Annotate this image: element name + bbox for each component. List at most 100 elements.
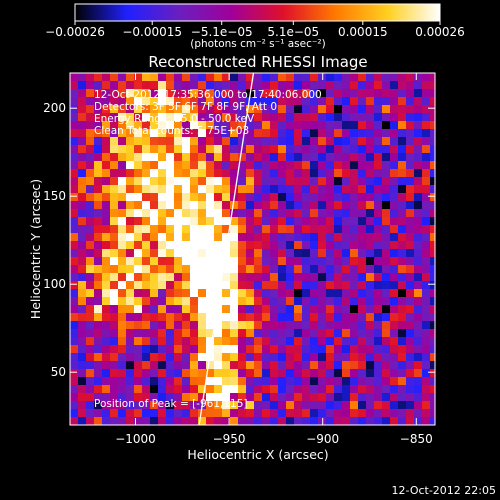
heatmap-cell bbox=[318, 97, 327, 106]
heatmap-cell bbox=[78, 273, 87, 282]
heatmap-cell bbox=[110, 321, 119, 330]
heatmap-cell bbox=[78, 329, 87, 338]
heatmap-cell bbox=[406, 81, 415, 90]
heatmap-cell bbox=[246, 337, 255, 346]
heatmap-cell bbox=[150, 201, 159, 210]
heatmap-cell bbox=[110, 329, 119, 338]
heatmap-cell bbox=[254, 305, 263, 314]
heatmap-cell bbox=[94, 241, 103, 250]
heatmap-cell bbox=[86, 233, 95, 242]
heatmap-cell bbox=[318, 257, 327, 266]
heatmap-cell bbox=[206, 401, 215, 410]
heatmap-cell bbox=[110, 153, 119, 162]
heatmap-cell bbox=[302, 353, 311, 362]
heatmap-cell bbox=[286, 297, 295, 306]
heatmap-cell bbox=[174, 233, 183, 242]
heatmap-cell bbox=[286, 337, 295, 346]
heatmap-cell bbox=[230, 145, 239, 154]
heatmap-cell bbox=[206, 89, 215, 98]
heatmap-cell bbox=[110, 177, 119, 186]
heatmap-cell bbox=[326, 113, 335, 122]
heatmap-cell bbox=[102, 185, 111, 194]
heatmap-cell bbox=[342, 337, 351, 346]
heatmap-cell bbox=[86, 385, 95, 394]
heatmap-cell bbox=[246, 233, 255, 242]
heatmap-cell bbox=[342, 401, 351, 410]
heatmap-cell bbox=[142, 81, 151, 90]
heatmap-cell bbox=[102, 177, 111, 186]
heatmap-cell bbox=[430, 113, 435, 122]
heatmap-cell bbox=[150, 305, 159, 314]
heatmap-cell bbox=[254, 185, 263, 194]
info-line-detectors: Detectors: 3F 5F 6F 7F 8F 9F, Att 0 bbox=[94, 101, 277, 113]
heatmap-cell bbox=[414, 193, 423, 202]
heatmap-cell bbox=[326, 409, 335, 418]
heatmap-cell bbox=[102, 345, 111, 354]
heatmap-cell bbox=[302, 297, 311, 306]
heatmap-cell bbox=[214, 185, 223, 194]
heatmap-cell bbox=[214, 401, 223, 410]
heatmap-cell bbox=[118, 361, 127, 370]
heatmap-cell bbox=[166, 121, 175, 130]
heatmap-cell bbox=[326, 393, 335, 402]
heatmap-cell bbox=[230, 161, 239, 170]
heatmap-cell bbox=[254, 89, 263, 98]
heatmap-cell bbox=[118, 145, 127, 154]
heatmap-cell bbox=[430, 329, 435, 338]
heatmap-cell bbox=[294, 105, 303, 114]
heatmap-cell bbox=[94, 385, 103, 394]
heatmap-cell bbox=[302, 401, 311, 410]
heatmap-cell bbox=[350, 121, 359, 130]
heatmap-cell bbox=[326, 241, 335, 250]
info-line-time: 12-Oct-2012 17:35:36.000 to 17:40:06.000 bbox=[94, 89, 322, 101]
heatmap-cell bbox=[366, 353, 375, 362]
heatmap-cell bbox=[174, 313, 183, 322]
heatmap-cell bbox=[302, 281, 311, 290]
heatmap-cell bbox=[142, 321, 151, 330]
heatmap-cell bbox=[350, 209, 359, 218]
heatmap-cell bbox=[166, 185, 175, 194]
heatmap-cell bbox=[334, 297, 343, 306]
heatmap-cell bbox=[358, 201, 367, 210]
heatmap-cell bbox=[358, 313, 367, 322]
heatmap-cell bbox=[214, 169, 223, 178]
heatmap-cell bbox=[222, 369, 231, 378]
heatmap-cell bbox=[270, 217, 279, 226]
heatmap-cell bbox=[86, 305, 95, 314]
heatmap-cell bbox=[158, 193, 167, 202]
heatmap-cell bbox=[126, 169, 135, 178]
heatmap-cell bbox=[78, 409, 87, 418]
heatmap-cell bbox=[334, 281, 343, 290]
heatmap-cell bbox=[334, 73, 343, 82]
heatmap-cell bbox=[334, 81, 343, 90]
heatmap-cell bbox=[214, 121, 223, 130]
heatmap-cell bbox=[398, 329, 407, 338]
heatmap-cell bbox=[190, 105, 199, 114]
heatmap-cell bbox=[150, 409, 159, 418]
heatmap-cell bbox=[390, 385, 399, 394]
heatmap-cell bbox=[230, 297, 239, 306]
heatmap-cell bbox=[190, 161, 199, 170]
heatmap-cell bbox=[214, 225, 223, 234]
heatmap-cell bbox=[142, 241, 151, 250]
heatmap-cell bbox=[182, 161, 191, 170]
heatmap-cell bbox=[278, 89, 287, 98]
heatmap-cell bbox=[246, 305, 255, 314]
heatmap-cell bbox=[206, 113, 215, 122]
heatmap-cell bbox=[310, 273, 319, 282]
heatmap-cell bbox=[94, 313, 103, 322]
heatmap-cell bbox=[78, 249, 87, 258]
heatmap-cell bbox=[334, 401, 343, 410]
heatmap-cell bbox=[390, 209, 399, 218]
heatmap-cell bbox=[198, 313, 207, 322]
heatmap-cell bbox=[422, 153, 431, 162]
heatmap-cell bbox=[366, 161, 375, 170]
heatmap-cell bbox=[246, 401, 255, 410]
heatmap-cell bbox=[430, 201, 435, 210]
heatmap-cell bbox=[174, 369, 183, 378]
heatmap-cell bbox=[190, 417, 199, 425]
heatmap-cell bbox=[366, 249, 375, 258]
heatmap-cell bbox=[342, 345, 351, 354]
heatmap-cell bbox=[118, 89, 127, 98]
heatmap-cell bbox=[358, 321, 367, 330]
